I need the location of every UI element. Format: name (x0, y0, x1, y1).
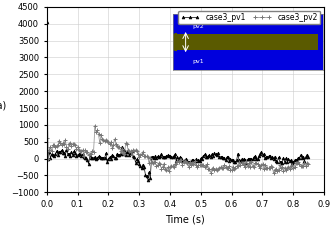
case3_pv1 (146, 178, 150, 181)
case3_pv2 (45, 137, 49, 140)
case3_pv1 (52, 155, 56, 158)
case3_pv2 (93, 124, 97, 127)
case3_pv2 (136, 153, 140, 156)
case3_pv2 (116, 146, 120, 149)
case3_pv1 (175, 156, 179, 159)
X-axis label: Time (s): Time (s) (165, 215, 205, 225)
case3_pv1 (135, 158, 139, 161)
case3_pv2 (306, 163, 310, 165)
Y-axis label: P
(Pa): P (Pa) (0, 89, 7, 110)
case3_pv2 (272, 172, 276, 175)
Line: case3_pv1: case3_pv1 (45, 21, 310, 181)
Legend: case3_pv1, case3_pv2: case3_pv1, case3_pv2 (178, 11, 320, 24)
case3_pv1 (306, 156, 310, 158)
Line: case3_pv2: case3_pv2 (45, 124, 310, 175)
case3_pv1 (45, 21, 49, 23)
case3_pv1 (105, 160, 109, 163)
case3_pv2 (94, 131, 98, 134)
case3_pv1 (115, 153, 119, 155)
case3_pv2 (107, 141, 111, 144)
case3_pv2 (52, 143, 56, 146)
case3_pv2 (175, 159, 179, 162)
case3_pv1 (93, 155, 97, 158)
